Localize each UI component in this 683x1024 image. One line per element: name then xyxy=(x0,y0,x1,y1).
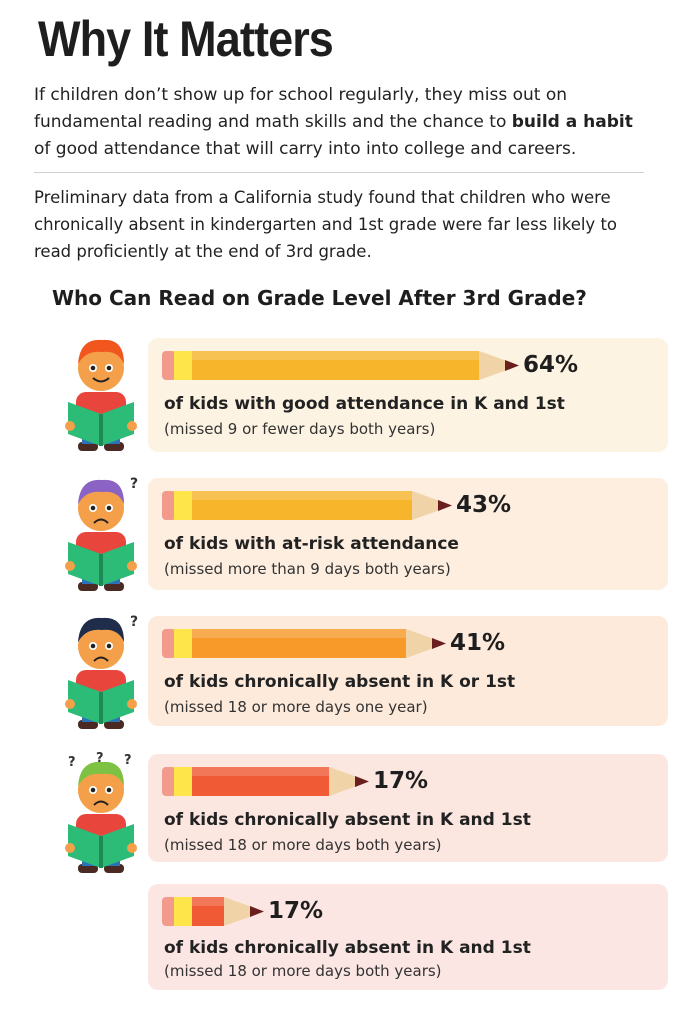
bar-card: 17% of kids chronically absent in K and … xyxy=(148,754,668,862)
svg-text:?: ? xyxy=(130,476,138,492)
pencil-bar xyxy=(162,767,369,796)
child-reading-icon: ? xyxy=(62,470,142,595)
svg-text:?: ? xyxy=(130,614,138,630)
pencil-bar xyxy=(162,897,264,926)
svg-text:?: ? xyxy=(68,755,76,770)
svg-text:?: ? xyxy=(124,753,132,768)
bar-card: 43% of kids with at-risk attendance (mis… xyxy=(148,478,668,590)
bar-subtitle: (missed more than 9 days both years) xyxy=(164,560,451,578)
svg-text:?: ? xyxy=(96,752,104,766)
chart-title: Who Can Read on Grade Level After 3rd Gr… xyxy=(52,286,587,310)
intro-text-end: of good attendance that will carry into … xyxy=(34,139,577,159)
page-title: Why It Matters xyxy=(38,11,334,67)
child-reading-icon xyxy=(62,330,142,455)
pencil-bar xyxy=(162,491,452,520)
bar-value-label: 17% xyxy=(268,898,324,924)
child-reading-icon: ? xyxy=(62,608,142,733)
divider xyxy=(34,172,644,173)
pencil-bar xyxy=(162,629,446,658)
bar-category-label: of kids chronically absent in K and 1st xyxy=(164,810,531,830)
pencil-bar xyxy=(162,351,519,380)
bar-card: 64% of kids with good attendance in K an… xyxy=(148,338,668,452)
bar-value-label: 17% xyxy=(373,768,429,794)
bar-value-label: 43% xyxy=(456,492,512,518)
intro-text: If children don’t show up for school reg… xyxy=(34,85,567,132)
intro-emphasis: build a habit xyxy=(511,112,633,132)
bar-card: 17% of kids chronically absent in K and … xyxy=(148,884,668,990)
bar-value-label: 64% xyxy=(523,352,579,378)
bar-subtitle: (missed 18 or more days both years) xyxy=(164,836,442,854)
bar-value-label: 41% xyxy=(450,630,506,656)
bar-category-label: of kids with good attendance in K and 1s… xyxy=(164,394,565,414)
bar-subtitle: (missed 18 or more days both years) xyxy=(164,962,442,980)
child-reading-icon: ??? xyxy=(62,751,142,877)
bar-category-label: of kids chronically absent in K and 1st xyxy=(164,938,531,958)
bar-subtitle: (missed 18 or more days one year) xyxy=(164,698,428,716)
bar-category-label: of kids chronically absent in K or 1st xyxy=(164,672,516,692)
bar-subtitle: (missed 9 or fewer days both years) xyxy=(164,420,436,438)
study-paragraph: Preliminary data from a California study… xyxy=(34,188,618,261)
bar-category-label: of kids with at-risk attendance xyxy=(164,534,459,554)
intro-paragraph: If children don’t show up for school reg… xyxy=(34,82,654,163)
bar-card: 41% of kids chronically absent in K or 1… xyxy=(148,616,668,726)
